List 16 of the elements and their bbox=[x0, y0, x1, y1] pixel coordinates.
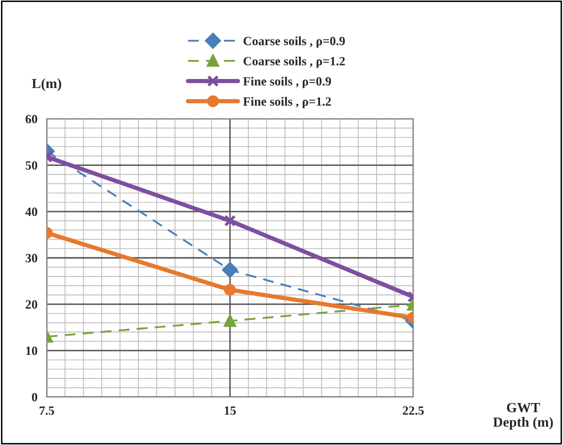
x-tick-label: 22.5 bbox=[402, 406, 424, 415]
y-tick-label: 10 bbox=[26, 346, 38, 356]
y-tick-label: 20 bbox=[26, 300, 38, 309]
y-tick-label: 40 bbox=[25, 208, 38, 216]
x-tick-label: 7.5 bbox=[40, 406, 54, 415]
legend-label: Coarse soils , ρ=1.2 bbox=[244, 56, 345, 68]
y-tick-label: 30 bbox=[26, 254, 38, 262]
legend-label: Fine soils , ρ=0.9 bbox=[243, 76, 331, 88]
x-tick-label: 15 bbox=[224, 406, 236, 415]
legend-label: Coarse soils , ρ=0.9 bbox=[244, 36, 345, 48]
y-tick-label: 60 bbox=[26, 114, 38, 124]
y-tick-label: 0 bbox=[32, 392, 38, 402]
legend-label: Fine soils , ρ=1.2 bbox=[243, 96, 331, 108]
y-tick-label: 50 bbox=[26, 161, 38, 170]
y-axis-title: L(m) bbox=[32, 78, 62, 91]
x-axis-title: GWT Depth (m) bbox=[493, 402, 553, 430]
